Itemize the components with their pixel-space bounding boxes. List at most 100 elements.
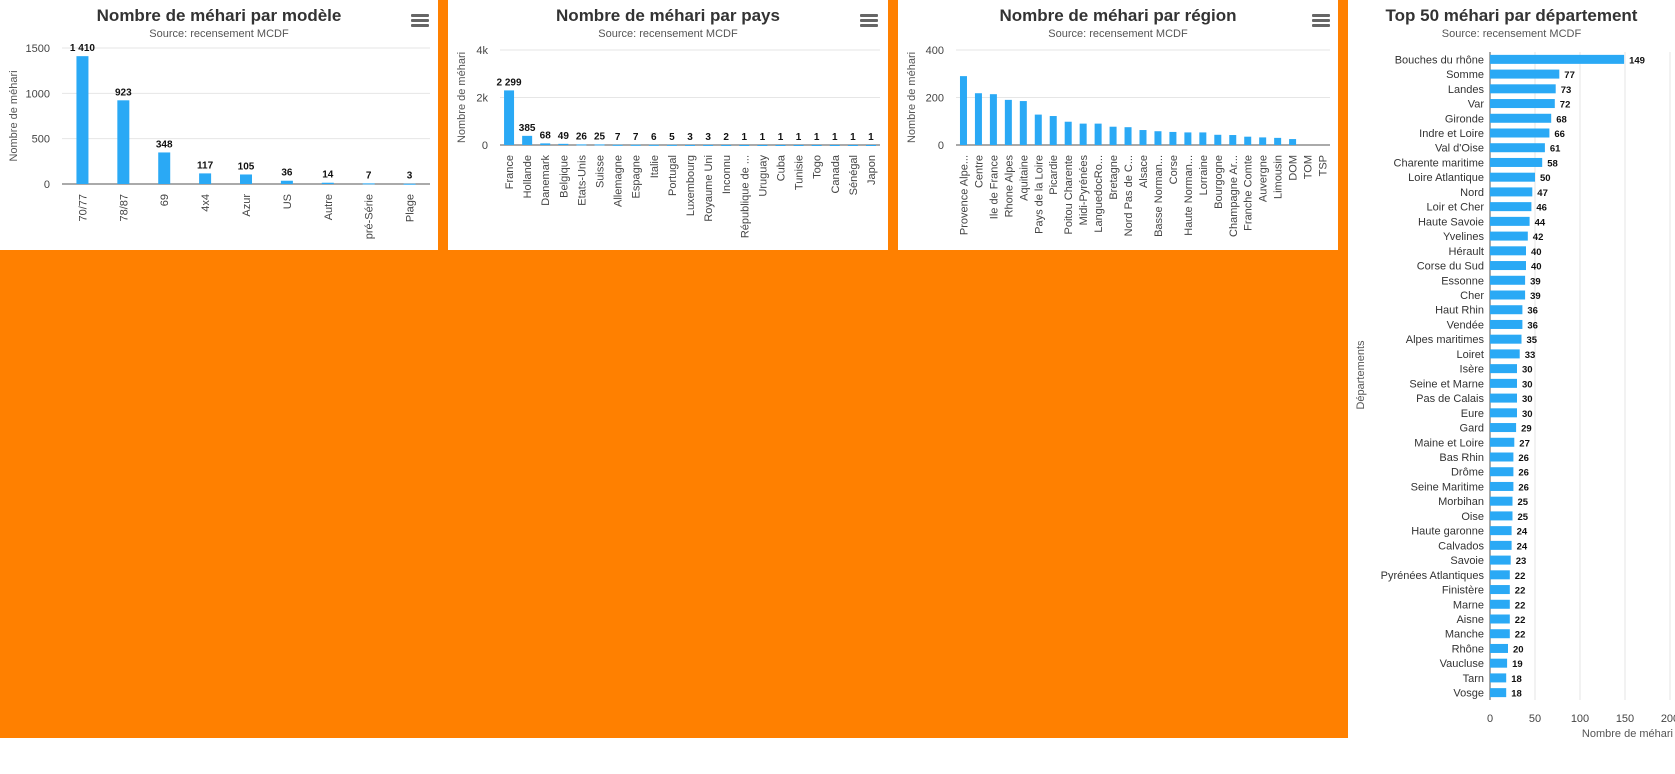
bar bbox=[1490, 231, 1528, 241]
data-label: 348 bbox=[156, 139, 173, 150]
y-tick-label: Haute garonne bbox=[1411, 526, 1484, 538]
y-tick-label: Vosge bbox=[1453, 688, 1484, 700]
bar bbox=[1490, 334, 1522, 344]
bar bbox=[403, 183, 416, 185]
chart-title: Nombre de méhari par modèle bbox=[96, 6, 342, 25]
bar bbox=[865, 144, 876, 146]
data-label: 1 bbox=[796, 132, 802, 143]
data-label: 1 bbox=[778, 132, 784, 143]
bar bbox=[959, 76, 967, 145]
x-tick-label: Azur bbox=[241, 194, 253, 217]
chart-modele-plot: 0 500 1000 1500 Nombre de méhari 1 410 70/77 92… bbox=[8, 43, 430, 239]
bar bbox=[1490, 54, 1625, 64]
x-tick-label: 70/77 bbox=[77, 194, 89, 222]
y-tick-label: 1000 bbox=[26, 88, 50, 100]
bar bbox=[1079, 123, 1087, 145]
bar bbox=[612, 144, 623, 146]
chart-subtitle: Source: recensement MCDF bbox=[598, 28, 738, 40]
y-tick-label: 200 bbox=[926, 93, 944, 105]
x-tick-label: Danemark bbox=[540, 155, 552, 206]
bar bbox=[1490, 349, 1520, 359]
bar bbox=[117, 100, 130, 184]
x-tick-label: 50 bbox=[1529, 713, 1541, 725]
bar bbox=[1490, 99, 1555, 109]
bar bbox=[1490, 658, 1508, 668]
bar bbox=[1490, 378, 1517, 388]
bar bbox=[158, 152, 171, 184]
x-tick-label: Portugal bbox=[667, 155, 679, 196]
y-tick-label: Pas de Calais bbox=[1416, 393, 1484, 405]
bar bbox=[739, 144, 750, 146]
hamburger-menu-icon[interactable] bbox=[1312, 14, 1330, 28]
x-tick-label: Inconnu bbox=[721, 155, 733, 194]
x-tick-label: Corse bbox=[1168, 155, 1180, 184]
data-label: 20 bbox=[1513, 644, 1524, 655]
y-tick-label: 0 bbox=[482, 140, 488, 152]
bar bbox=[1004, 99, 1012, 145]
x-tick-label: Royaume Uni bbox=[703, 155, 715, 222]
data-label: 22 bbox=[1515, 586, 1526, 597]
x-tick-label: Alsace bbox=[1138, 155, 1150, 188]
data-label: 1 bbox=[868, 132, 874, 143]
bar bbox=[1490, 172, 1535, 182]
data-label: 40 bbox=[1531, 262, 1542, 273]
bar bbox=[1490, 511, 1513, 521]
x-tick-label: Hollande bbox=[522, 155, 534, 198]
bar bbox=[721, 144, 732, 146]
x-tick-label: Italie bbox=[649, 155, 661, 178]
hamburger-menu-icon[interactable] bbox=[411, 14, 429, 28]
bar bbox=[1214, 134, 1222, 145]
y-tick-label: Bouches du rhône bbox=[1395, 54, 1484, 66]
chart-panel-modele: Nombre de méhari par modèle Source: rece… bbox=[0, 0, 438, 250]
data-label: 46 bbox=[1536, 203, 1547, 214]
x-tick-label: Etats-Unis bbox=[576, 155, 588, 206]
bar bbox=[974, 93, 982, 145]
bar bbox=[1490, 555, 1511, 565]
x-tick-label: Ile de France bbox=[988, 155, 1000, 219]
data-label: 36 bbox=[1527, 320, 1538, 331]
data-label: 22 bbox=[1515, 571, 1526, 582]
y-tick-label: Manche bbox=[1445, 629, 1484, 641]
data-label: 7 bbox=[633, 132, 639, 143]
x-tick-label: US bbox=[282, 194, 294, 209]
x-tick-label: Bourgogne bbox=[1213, 155, 1225, 209]
x-tick-label: Centre bbox=[973, 155, 985, 188]
bar bbox=[1490, 614, 1510, 624]
y-tick-label: Tarn bbox=[1463, 673, 1484, 685]
bar bbox=[1490, 629, 1510, 639]
bar bbox=[757, 144, 768, 146]
chart-title: Top 50 méhari par département bbox=[1385, 6, 1638, 25]
data-label: 7 bbox=[366, 170, 372, 181]
x-tick-label: Pays de la Loire bbox=[1033, 155, 1045, 234]
bar bbox=[1490, 187, 1533, 197]
bar bbox=[1274, 137, 1282, 145]
data-label: 24 bbox=[1517, 541, 1528, 552]
hamburger-menu-icon[interactable] bbox=[860, 14, 878, 28]
bar bbox=[280, 180, 293, 184]
x-tick-label: 200 bbox=[1661, 713, 1675, 725]
x-tick-label: Rhone Alpes bbox=[1003, 155, 1015, 218]
bar bbox=[1154, 131, 1162, 145]
bar bbox=[1169, 131, 1177, 145]
data-label: 33 bbox=[1525, 350, 1536, 361]
bar bbox=[540, 143, 551, 145]
data-label: 42 bbox=[1533, 232, 1544, 243]
bar bbox=[1490, 437, 1515, 447]
y-tick-label: Gironde bbox=[1445, 113, 1484, 125]
bar bbox=[1229, 135, 1237, 145]
data-label: 29 bbox=[1521, 424, 1532, 435]
bar bbox=[1490, 570, 1510, 580]
data-label: 25 bbox=[1518, 512, 1529, 523]
data-label: 22 bbox=[1515, 630, 1526, 641]
bar bbox=[829, 144, 840, 146]
x-tick-label: 69 bbox=[159, 194, 171, 206]
y-tick-label: Drôme bbox=[1451, 467, 1484, 479]
y-tick-label: Vendée bbox=[1447, 319, 1484, 331]
bar bbox=[793, 144, 804, 146]
data-label: 22 bbox=[1515, 600, 1526, 611]
y-axis-label: Nombre de méhari bbox=[456, 52, 468, 143]
bar bbox=[1490, 246, 1526, 256]
x-tick-label: Provence Alpe... bbox=[958, 155, 970, 235]
x-tick-label: Champagne Ar... bbox=[1228, 155, 1240, 237]
data-label: 5 bbox=[669, 132, 675, 143]
